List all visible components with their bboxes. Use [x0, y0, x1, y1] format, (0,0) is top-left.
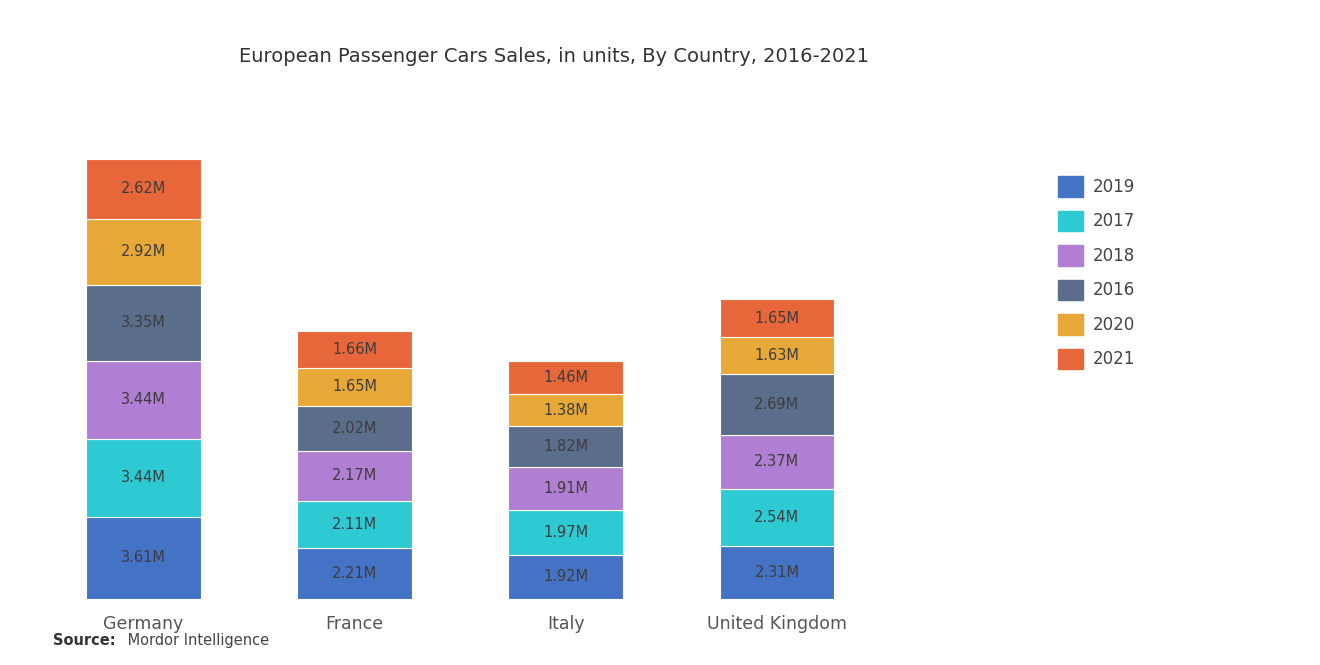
Bar: [719, 546, 834, 598]
Bar: [297, 406, 412, 452]
Text: 2.54M: 2.54M: [754, 510, 800, 525]
Text: Source:: Source:: [53, 633, 115, 648]
Bar: [297, 331, 412, 368]
Bar: [297, 549, 412, 598]
Legend: 2019, 2017, 2018, 2016, 2020, 2021: 2019, 2017, 2018, 2016, 2020, 2021: [1049, 168, 1143, 378]
Bar: [86, 439, 201, 517]
Text: 2.69M: 2.69M: [754, 397, 800, 412]
Text: 1.63M: 1.63M: [755, 348, 800, 363]
Text: 2.11M: 2.11M: [331, 517, 378, 532]
Text: 2.17M: 2.17M: [331, 468, 378, 483]
Text: 1.65M: 1.65M: [755, 311, 800, 326]
Text: 2.92M: 2.92M: [120, 244, 166, 259]
Text: Mordor Intelligence: Mordor Intelligence: [123, 633, 269, 648]
Text: 2.21M: 2.21M: [331, 566, 378, 581]
Text: 1.38M: 1.38M: [544, 402, 589, 418]
Text: 3.61M: 3.61M: [121, 550, 166, 565]
Bar: [508, 394, 623, 426]
Bar: [719, 337, 834, 374]
Text: 1.91M: 1.91M: [544, 481, 589, 496]
Text: 1.65M: 1.65M: [333, 379, 378, 394]
Bar: [508, 467, 623, 510]
Text: 3.35M: 3.35M: [121, 315, 166, 331]
Bar: [297, 368, 412, 406]
Bar: [719, 374, 834, 435]
Text: European Passenger Cars Sales, in units, By Country, 2016-2021: European Passenger Cars Sales, in units,…: [239, 47, 870, 66]
Bar: [508, 555, 623, 598]
Text: 1.82M: 1.82M: [543, 439, 589, 454]
Text: 2.31M: 2.31M: [755, 565, 800, 580]
Bar: [297, 452, 412, 501]
Text: 1.66M: 1.66M: [333, 342, 378, 357]
Bar: [86, 360, 201, 439]
Text: 2.62M: 2.62M: [120, 182, 166, 196]
Text: 2.37M: 2.37M: [754, 454, 800, 469]
Bar: [719, 435, 834, 489]
Bar: [86, 517, 201, 598]
Bar: [508, 510, 623, 555]
Bar: [719, 489, 834, 546]
Text: 2.02M: 2.02M: [331, 421, 378, 436]
Bar: [86, 219, 201, 285]
Bar: [508, 361, 623, 394]
Text: 3.44M: 3.44M: [121, 470, 166, 485]
Bar: [86, 159, 201, 219]
Text: 3.44M: 3.44M: [121, 392, 166, 407]
Text: 1.97M: 1.97M: [543, 525, 589, 540]
Bar: [719, 299, 834, 337]
Text: 1.46M: 1.46M: [544, 370, 589, 386]
Bar: [297, 501, 412, 549]
Bar: [508, 426, 623, 467]
Bar: [86, 285, 201, 360]
Text: 1.92M: 1.92M: [543, 569, 589, 585]
